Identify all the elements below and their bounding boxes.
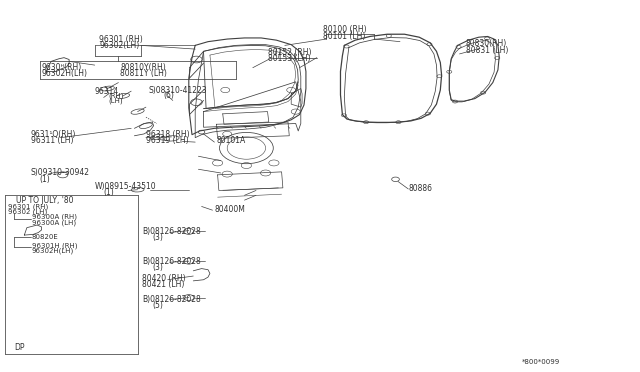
Text: 80101 (LH): 80101 (LH) — [323, 32, 365, 41]
Text: 96302(LH): 96302(LH) — [99, 41, 140, 50]
Text: (5): (5) — [152, 301, 163, 310]
Text: 80831 (LH): 80831 (LH) — [466, 46, 508, 55]
Text: (1): (1) — [104, 188, 115, 197]
Text: S)09310-30942: S)09310-30942 — [31, 169, 90, 177]
Text: (3): (3) — [152, 233, 163, 242]
Text: 80886: 80886 — [408, 185, 433, 193]
Text: B)08126-82028: B)08126-82028 — [142, 295, 201, 304]
Text: 96301H (RH): 96301H (RH) — [32, 242, 77, 249]
Text: 96300A (RH): 96300A (RH) — [32, 213, 77, 220]
Text: 96311 (LH): 96311 (LH) — [31, 136, 73, 145]
Text: 80421 (LH): 80421 (LH) — [142, 280, 184, 289]
Text: *800*0099: *800*0099 — [522, 359, 560, 365]
Text: 9631¹Q(RH): 9631¹Q(RH) — [31, 130, 76, 139]
Text: UP TO JULY, '80: UP TO JULY, '80 — [16, 196, 74, 205]
Text: (RH): (RH) — [109, 93, 124, 99]
Text: S)08310-41223: S)08310-41223 — [148, 86, 207, 94]
Text: 80420 (RH): 80420 (RH) — [142, 274, 186, 283]
Text: (3): (3) — [152, 263, 163, 272]
Text: (LH): (LH) — [109, 98, 124, 105]
Text: 80101A: 80101A — [216, 136, 246, 145]
Text: 9630ᴴ(RH): 9630ᴴ(RH) — [42, 63, 82, 72]
Text: B)08126-82028: B)08126-82028 — [142, 257, 201, 266]
Text: 96319 (LH): 96319 (LH) — [146, 136, 189, 145]
Text: 96301 (RH): 96301 (RH) — [99, 35, 143, 44]
Text: 80830(RH): 80830(RH) — [466, 39, 507, 48]
Text: 96302H(LH): 96302H(LH) — [32, 248, 74, 254]
Text: 80152 (RH): 80152 (RH) — [268, 48, 311, 57]
Text: 80810Y(RH): 80810Y(RH) — [120, 63, 166, 72]
Text: 96300A (LH): 96300A (LH) — [32, 219, 76, 226]
Text: 96314: 96314 — [95, 87, 119, 96]
Text: 96302H(LH): 96302H(LH) — [42, 69, 88, 78]
Text: 96302 (LH): 96302 (LH) — [8, 209, 47, 215]
Text: (6): (6) — [163, 91, 174, 100]
Text: 80400M: 80400M — [214, 205, 245, 214]
Text: B)08126-82028: B)08126-82028 — [142, 227, 201, 236]
Text: 80153 (LH): 80153 (LH) — [268, 54, 310, 63]
Text: 96318 (RH): 96318 (RH) — [146, 130, 189, 139]
Text: DP: DP — [14, 343, 24, 352]
Text: 80100 (RH): 80100 (RH) — [323, 25, 367, 34]
Text: 80820E: 80820E — [32, 234, 59, 240]
Text: 96301 (RH): 96301 (RH) — [8, 203, 48, 210]
Text: W)08915-43510: W)08915-43510 — [95, 182, 156, 191]
Text: (1): (1) — [40, 175, 51, 184]
Text: 80811Y (LH): 80811Y (LH) — [120, 69, 167, 78]
